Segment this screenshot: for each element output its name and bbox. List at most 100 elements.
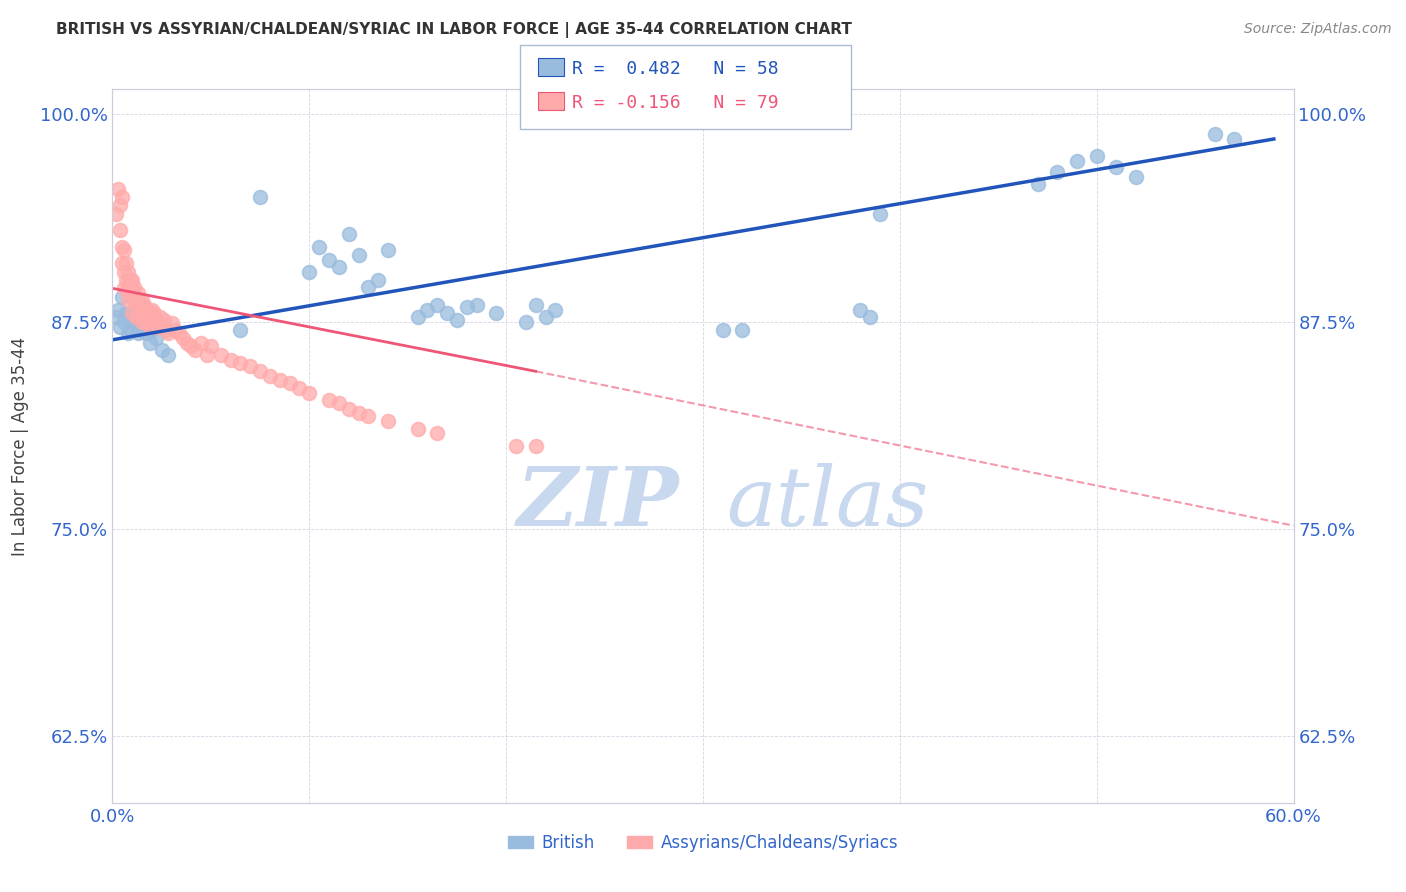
Point: [129, 316, 152, 330]
Point: [219, 352, 242, 367]
Y-axis label: In Labor Force | Age 35-44: In Labor Force | Age 35-44: [10, 336, 28, 556]
Point: [347, 406, 370, 420]
Point: [337, 227, 360, 241]
Point: [115, 273, 138, 287]
Point: [172, 331, 194, 345]
Point: [357, 279, 380, 293]
Point: [110, 223, 132, 237]
Point: [131, 293, 153, 307]
Point: [1125, 170, 1147, 185]
Point: [117, 265, 139, 279]
Point: [377, 243, 399, 257]
Point: [195, 348, 218, 362]
Point: [145, 313, 167, 327]
Point: [122, 293, 145, 307]
Point: [416, 302, 439, 317]
Point: [239, 359, 262, 374]
Point: [136, 316, 159, 330]
Point: [112, 314, 135, 328]
Point: [229, 323, 252, 337]
Point: [122, 306, 145, 320]
Point: [107, 302, 129, 317]
Point: [465, 298, 488, 312]
Point: [125, 313, 148, 327]
Point: [426, 425, 449, 440]
Point: [121, 281, 143, 295]
Point: [139, 306, 162, 320]
Point: [357, 409, 380, 424]
Point: [129, 296, 152, 310]
Point: [165, 323, 187, 337]
Text: ZIP: ZIP: [517, 463, 679, 543]
Point: [156, 326, 179, 340]
Point: [328, 260, 350, 274]
Point: [127, 326, 149, 340]
Point: [107, 182, 129, 196]
Point: [105, 207, 128, 221]
Point: [139, 336, 162, 351]
Point: [180, 339, 202, 353]
Point: [849, 302, 872, 317]
Point: [249, 364, 271, 378]
Point: [156, 348, 179, 362]
Point: [149, 310, 172, 324]
Point: [298, 265, 321, 279]
Point: [112, 281, 135, 295]
Point: [869, 207, 891, 221]
Point: [1223, 132, 1246, 146]
Point: [200, 339, 222, 353]
Point: [127, 286, 149, 301]
Point: [120, 273, 142, 287]
Point: [446, 313, 468, 327]
Point: [249, 190, 271, 204]
Point: [367, 273, 389, 287]
Point: [731, 323, 754, 337]
Point: [456, 300, 478, 314]
Point: [406, 310, 429, 324]
Point: [115, 306, 138, 320]
Point: [209, 348, 232, 362]
Point: [436, 306, 458, 320]
Point: [160, 316, 183, 330]
Point: [318, 392, 340, 407]
Point: [544, 302, 567, 317]
Point: [139, 319, 162, 334]
Point: [184, 343, 207, 357]
Point: [125, 290, 148, 304]
Point: [142, 306, 165, 320]
Point: [135, 302, 157, 317]
Point: [515, 314, 537, 328]
Point: [485, 306, 508, 320]
Point: [711, 323, 734, 337]
Point: [269, 373, 291, 387]
Point: [132, 313, 155, 327]
Point: [1105, 160, 1128, 174]
Point: [406, 422, 429, 436]
Text: BRITISH VS ASSYRIAN/CHALDEAN/SYRIAC IN LABOR FORCE | AGE 35-44 CORRELATION CHART: BRITISH VS ASSYRIAN/CHALDEAN/SYRIAC IN L…: [56, 22, 852, 38]
Point: [1204, 127, 1226, 141]
Point: [135, 326, 157, 340]
Point: [121, 273, 143, 287]
Point: [150, 343, 173, 357]
Point: [125, 310, 148, 324]
Point: [308, 240, 330, 254]
Point: [859, 310, 882, 324]
Point: [111, 240, 134, 254]
Point: [505, 439, 527, 453]
Point: [1085, 148, 1108, 162]
Point: [229, 356, 252, 370]
Point: [105, 310, 128, 324]
Point: [155, 323, 177, 337]
Point: [190, 336, 212, 351]
Point: [120, 323, 142, 337]
Point: [135, 314, 157, 328]
Point: [534, 310, 557, 324]
Point: [426, 298, 449, 312]
Point: [278, 376, 301, 390]
Point: [1066, 153, 1088, 168]
Point: [337, 402, 360, 417]
Text: Source: ZipAtlas.com: Source: ZipAtlas.com: [1244, 22, 1392, 37]
Point: [318, 253, 340, 268]
Point: [132, 310, 155, 324]
Point: [524, 298, 547, 312]
